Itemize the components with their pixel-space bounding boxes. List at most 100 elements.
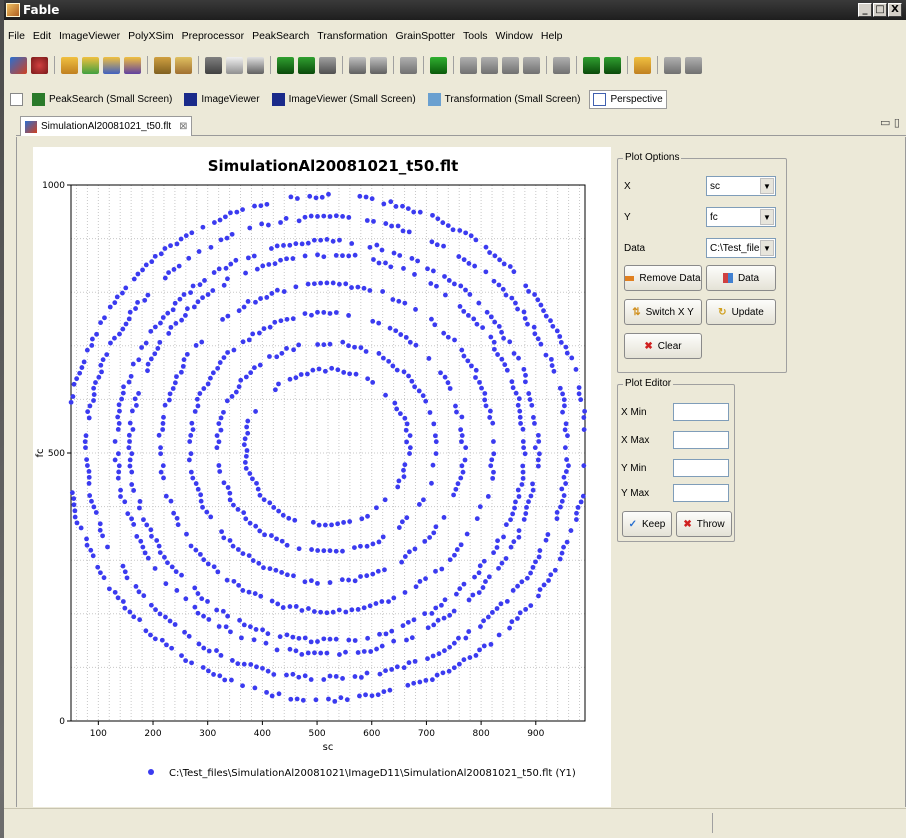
toolbar-tool-icon[interactable] [124,56,141,74]
y-max-input[interactable] [673,484,729,502]
toolbar-tool-icon[interactable] [61,56,78,74]
toolbar-tool-icon[interactable] [553,56,570,74]
toolbar-tool-icon[interactable] [370,56,387,74]
data-point [509,619,515,625]
keep-button[interactable]: ✓ Keep [622,511,672,537]
data-point [321,636,327,642]
menu-imageviewer[interactable]: ImageViewer [59,30,121,42]
clear-button[interactable]: ✖ Clear [624,333,702,359]
perspective-default[interactable]: Perspective [589,89,667,109]
menu-window[interactable]: Window [495,30,533,42]
switch-xy-button[interactable]: ⇅ Switch X Y [624,299,702,325]
data-point [115,475,121,481]
data-point [405,682,411,688]
x-tick-label: 500 [308,729,325,739]
toolbar-tool-icon[interactable] [430,56,447,74]
toolbar-tool-icon[interactable] [634,56,651,74]
data-button[interactable]: Data [706,265,776,291]
toolbar-tool-icon[interactable] [205,56,222,74]
toolbar-tool-icon[interactable] [523,56,540,74]
editor-tab-simulation[interactable]: SimulationAl20081021_t50.flt ⊠ [20,116,193,136]
x-select[interactable]: sc ▼ [706,176,776,196]
maximize-button[interactable]: □ [873,3,887,17]
menu-file[interactable]: File [8,30,25,42]
data-point [451,640,457,646]
menu-grainspotter[interactable]: GrainSpotter [395,30,456,42]
data-point [164,642,169,648]
data-point [466,312,471,318]
minimize-maximize-icon[interactable]: ▭ ▯ [880,116,900,129]
toolbar-tool-icon[interactable] [247,56,264,74]
menu-polyxsim[interactable]: PolyXSim [128,30,174,42]
toolbar-tool-icon[interactable] [226,56,243,74]
data-point [114,294,120,300]
toolbar-tool-icon[interactable] [10,56,27,74]
menu-peaksearch[interactable]: PeakSearch [252,30,310,42]
data-point [182,629,187,635]
data-point [69,490,75,496]
data-point [537,548,543,553]
x-max-input[interactable] [673,431,729,449]
menu-preprocessor[interactable]: Preprocessor [181,30,245,42]
perspective-peaksearch-small[interactable]: PeakSearch (Small Screen) [29,91,175,108]
toolbar-tool-icon[interactable] [103,56,120,74]
toolbar-tool-icon[interactable] [685,56,702,74]
toolbar-tool-icon[interactable] [349,56,366,74]
toolbar-tool-icon[interactable] [460,56,477,74]
toolbar-tool-icon[interactable] [481,56,498,74]
data-point [551,368,557,374]
data-point [272,387,278,393]
toolbar-tool-icon[interactable] [175,56,192,74]
perspective-imageviewer[interactable]: ImageViewer [181,91,262,108]
minimize-button[interactable]: _ [858,3,872,17]
data-point [457,228,463,233]
toolbar-tool-icon[interactable] [82,56,99,74]
data-point [222,677,228,683]
data-point [417,209,423,215]
toolbar-tool-icon[interactable] [400,56,417,74]
toolbar-tool-icon[interactable] [298,56,315,74]
data-point [315,639,320,644]
remove-data-label: Remove Data [639,272,701,284]
data-point [364,218,370,223]
toolbar-tool-icon[interactable] [31,56,48,74]
x-tick-label: 700 [418,729,435,739]
toolbar-tool-icon[interactable] [664,56,681,74]
close-tab-icon[interactable]: ⊠ [179,121,188,132]
remove-data-button[interactable]: Remove Data [624,265,702,291]
data-point [169,564,175,570]
menu-help[interactable]: Help [540,30,563,42]
data-point [517,414,523,420]
x-min-input[interactable] [673,403,729,421]
data-select[interactable]: C:\Test_files\S ▼ [706,238,776,258]
data-point [394,664,400,670]
throw-button[interactable]: ✖ Throw [676,511,732,537]
toolbar-tool-icon[interactable] [319,56,336,74]
data-point [189,420,195,426]
data-point [245,299,251,304]
toolbar-tool-icon[interactable] [604,56,621,74]
data-point [459,439,464,445]
y-min-input[interactable] [673,459,729,477]
update-button[interactable]: ↻ Update [706,299,776,325]
data-point [315,580,320,586]
data-point [241,304,247,310]
toolbar-tool-icon[interactable] [502,56,519,74]
perspective-imageviewer-small[interactable]: ImageViewer (Small Screen) [269,91,419,108]
y-select[interactable]: fc ▼ [706,207,776,227]
menu-tools[interactable]: Tools [463,30,488,42]
toolbar-tool-icon[interactable] [277,56,294,74]
toolbar-tool-icon[interactable] [154,56,171,74]
toolbar-tool-icon[interactable] [583,56,600,74]
data-point [304,371,310,377]
perspective-transformation-small[interactable]: Transformation (Small Screen) [425,91,584,108]
scatter-chart[interactable]: SimulationAl20081021_t50.flt 100 200 300 40… [33,147,611,807]
data-point [500,286,506,292]
menu-transformation[interactable]: Transformation [317,30,388,42]
data-point [536,439,542,444]
open-perspective-icon[interactable] [10,92,23,106]
close-button[interactable]: X [888,3,902,17]
data-point [148,328,154,334]
menu-edit[interactable]: Edit [32,30,52,42]
data-point [127,309,133,315]
